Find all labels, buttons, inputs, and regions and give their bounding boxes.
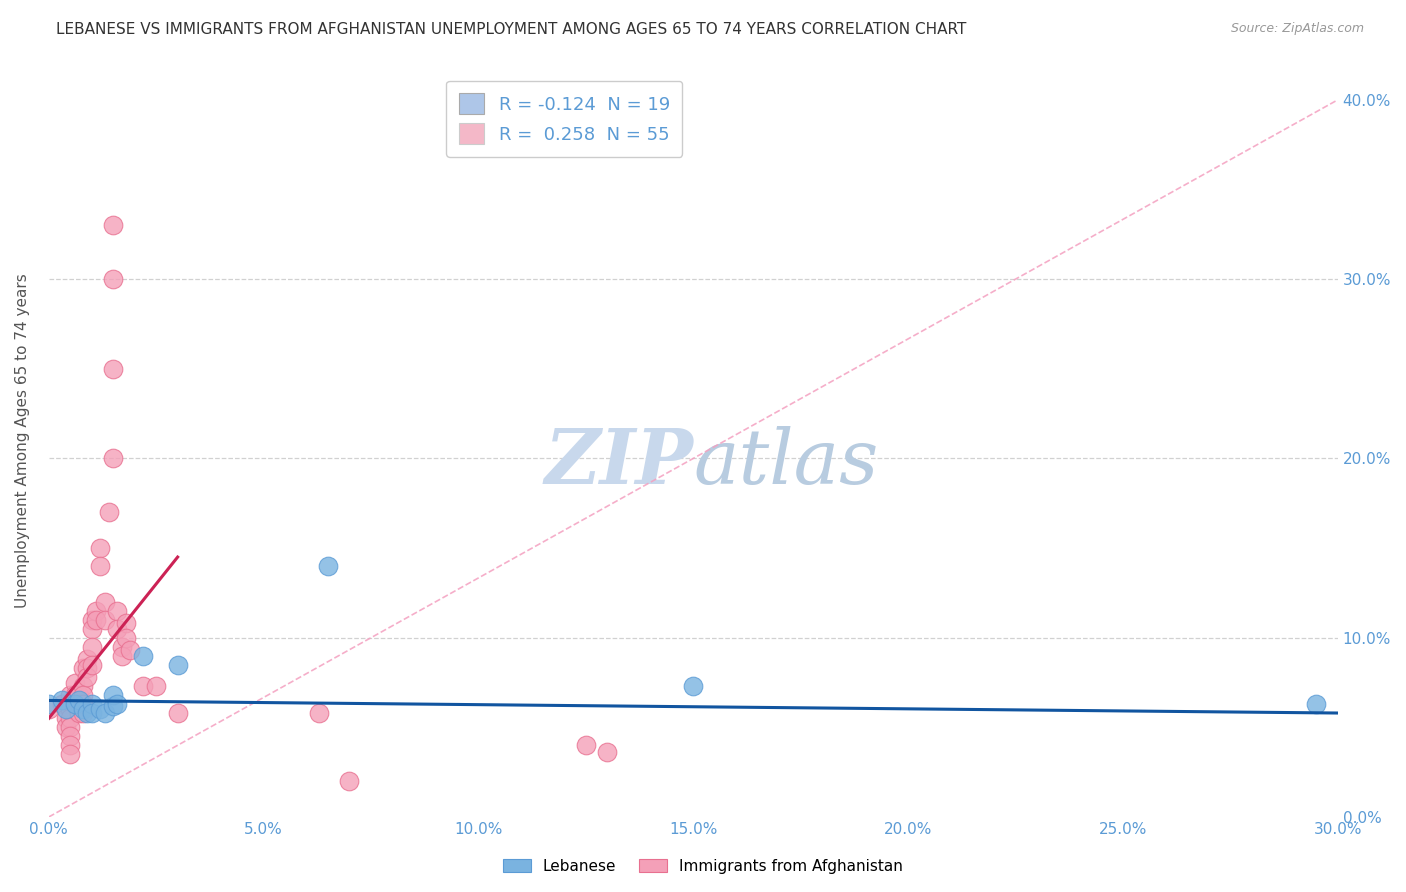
Point	[145, 679, 167, 693]
Point	[59, 702, 82, 716]
Point	[55, 702, 77, 716]
Legend: Lebanese, Immigrants from Afghanistan: Lebanese, Immigrants from Afghanistan	[496, 853, 910, 880]
Point	[97, 505, 120, 519]
Point	[72, 697, 94, 711]
Point	[63, 697, 86, 711]
Point	[59, 688, 82, 702]
Point	[107, 697, 129, 711]
Point	[103, 219, 125, 233]
Point	[59, 729, 82, 743]
Text: LEBANESE VS IMMIGRANTS FROM AFGHANISTAN UNEMPLOYMENT AMONG AGES 65 TO 74 YEARS C: LEBANESE VS IMMIGRANTS FROM AFGHANISTAN …	[56, 22, 966, 37]
Text: ZIP: ZIP	[544, 426, 693, 500]
Point	[107, 604, 129, 618]
Legend: R = -0.124  N = 19, R =  0.258  N = 55: R = -0.124 N = 19, R = 0.258 N = 55	[446, 80, 682, 157]
Point	[166, 706, 188, 720]
Point	[89, 559, 111, 574]
Point	[84, 613, 107, 627]
Point	[72, 661, 94, 675]
Y-axis label: Unemployment Among Ages 65 to 74 years: Unemployment Among Ages 65 to 74 years	[15, 273, 30, 608]
Point	[76, 670, 98, 684]
Point	[63, 697, 86, 711]
Point	[103, 451, 125, 466]
Point	[59, 697, 82, 711]
Point	[67, 693, 90, 707]
Point	[72, 706, 94, 720]
Point	[93, 613, 115, 627]
Point	[93, 595, 115, 609]
Point	[38, 702, 60, 716]
Point	[132, 648, 155, 663]
Point	[339, 774, 361, 789]
Point	[111, 640, 134, 654]
Point	[63, 675, 86, 690]
Text: Source: ZipAtlas.com: Source: ZipAtlas.com	[1230, 22, 1364, 36]
Point	[80, 613, 103, 627]
Point	[80, 657, 103, 672]
Point	[80, 622, 103, 636]
Point	[55, 720, 77, 734]
Point	[1305, 697, 1327, 711]
Point	[120, 643, 142, 657]
Point	[72, 702, 94, 716]
Point	[308, 706, 330, 720]
Point	[103, 698, 125, 713]
Point	[59, 739, 82, 753]
Point	[316, 559, 339, 574]
Point	[103, 361, 125, 376]
Point	[72, 688, 94, 702]
Point	[59, 747, 82, 762]
Point	[67, 697, 90, 711]
Point	[89, 702, 111, 716]
Point	[111, 648, 134, 663]
Point	[72, 679, 94, 693]
Point	[59, 720, 82, 734]
Point	[115, 616, 138, 631]
Point	[80, 697, 103, 711]
Point	[38, 697, 60, 711]
Point	[55, 711, 77, 725]
Point	[67, 706, 90, 720]
Point	[59, 711, 82, 725]
Point	[596, 746, 619, 760]
Point	[51, 697, 73, 711]
Point	[76, 661, 98, 675]
Point	[682, 679, 704, 693]
Point	[80, 706, 103, 720]
Point	[132, 679, 155, 693]
Point	[51, 693, 73, 707]
Point	[76, 652, 98, 666]
Point	[84, 604, 107, 618]
Point	[166, 657, 188, 672]
Point	[103, 272, 125, 286]
Point	[575, 739, 598, 753]
Point	[67, 688, 90, 702]
Point	[115, 631, 138, 645]
Point	[107, 622, 129, 636]
Point	[80, 640, 103, 654]
Point	[103, 688, 125, 702]
Point	[89, 541, 111, 555]
Text: atlas: atlas	[693, 426, 879, 500]
Point	[63, 688, 86, 702]
Point	[76, 706, 98, 720]
Point	[93, 706, 115, 720]
